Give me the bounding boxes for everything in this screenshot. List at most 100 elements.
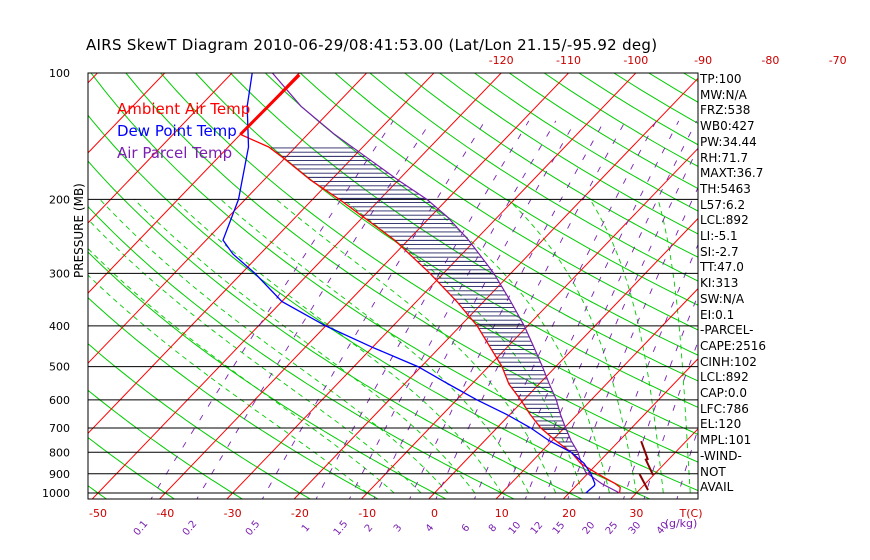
index-line: TH:5463 bbox=[700, 181, 751, 196]
dry-adiabat-line bbox=[160, 73, 698, 435]
moist-adiabat-line bbox=[220, 199, 530, 494]
mixing-ratio-tick: 0.1 bbox=[132, 519, 151, 538]
series-layer bbox=[222, 73, 654, 494]
index-line: CINH:102 bbox=[700, 354, 757, 369]
mixing-ratio-tick: 2 bbox=[363, 522, 376, 534]
legend-ambient-air-temp: Ambient Air Temp bbox=[117, 100, 251, 118]
index-line: EL:120 bbox=[700, 417, 742, 432]
mixing-ratio-tick: 12 bbox=[529, 520, 546, 537]
series-ambient-air-temp bbox=[239, 73, 621, 494]
moist-adiabat-line bbox=[507, 199, 637, 494]
isotherm-line bbox=[88, 73, 368, 364]
temp-tick-bottom: 10 bbox=[495, 507, 509, 520]
dry-adiabat-line bbox=[88, 343, 312, 499]
isotherm-line bbox=[88, 73, 233, 224]
isotherm-line bbox=[428, 217, 698, 499]
chart-title: AIRS SkewT Diagram 2010-06-29/08:41:53.0… bbox=[86, 36, 658, 54]
dry-adiabat-line bbox=[369, 73, 698, 282]
pressure-tick-label: 600 bbox=[49, 394, 70, 407]
mixing-ratio-tick: 1.5 bbox=[332, 519, 351, 538]
temp-tick-bottom: -30 bbox=[224, 507, 242, 520]
pressure-tick-label: 900 bbox=[49, 468, 70, 481]
mixing-ratio-unit-label: (g/kg) bbox=[665, 517, 698, 530]
dry-adiabat-line bbox=[230, 73, 698, 382]
isotherm-line bbox=[0, 64, 39, 502]
index-line: SI:-2.7 bbox=[700, 244, 739, 259]
dry-adiabat-line bbox=[88, 160, 584, 499]
moist-adiabat-line bbox=[88, 274, 368, 494]
moist-adiabat-line bbox=[99, 199, 449, 494]
mixing-ratio-tick: 30 bbox=[627, 520, 644, 537]
pressure-tick-label: 100 bbox=[49, 67, 70, 80]
index-line: TP:100 bbox=[700, 72, 742, 86]
mixing-ratio-tick: 3 bbox=[392, 522, 405, 534]
mixing-ratio-line bbox=[373, 120, 576, 499]
index-line: MAXT:36.7 bbox=[700, 166, 764, 181]
isotherm-line bbox=[495, 287, 698, 499]
index-line: MPL:101 bbox=[700, 433, 752, 448]
index-line: LCL:892 bbox=[700, 213, 749, 228]
legend-dew-point-temp: Dew Point Temp bbox=[117, 122, 237, 140]
temp-tick-bottom: -40 bbox=[156, 507, 174, 520]
index-line: LFC:786 bbox=[700, 401, 749, 416]
isotherm-line bbox=[226, 73, 637, 499]
mixing-ratio-tick: 15 bbox=[551, 520, 568, 537]
index-line: LCL:892 bbox=[700, 370, 749, 385]
y-axis-label: PRESSURE (MB) bbox=[72, 183, 86, 278]
isotherm-line bbox=[88, 73, 435, 435]
index-line: MW:N/A bbox=[700, 87, 747, 102]
series-dew-point-temp bbox=[222, 73, 596, 494]
grid-layer bbox=[0, 64, 870, 502]
moist-adiabat-line bbox=[342, 199, 584, 494]
mixing-ratio-tick: 8 bbox=[487, 522, 500, 534]
isotherm-line bbox=[762, 64, 870, 502]
index-line: -PARCEL- bbox=[700, 323, 754, 338]
pressure-tick-label: 300 bbox=[49, 267, 70, 280]
isotherm-line bbox=[830, 64, 870, 502]
dry-adiabat-line bbox=[88, 389, 244, 499]
wind-barb bbox=[640, 440, 649, 461]
dry-adiabat-line bbox=[88, 205, 516, 499]
index-line: SW:N/A bbox=[700, 291, 745, 306]
mixing-ratio-line bbox=[567, 186, 698, 499]
index-line: LI:-5.1 bbox=[700, 229, 738, 243]
pressure-tick-label: 500 bbox=[49, 361, 70, 374]
moist-adiabat-line bbox=[421, 199, 610, 494]
dry-adiabat-line bbox=[439, 73, 698, 235]
dry-adiabat-line bbox=[474, 73, 698, 212]
index-line: CAP:0.0 bbox=[700, 386, 747, 400]
mixing-ratio-tick: 6 bbox=[460, 522, 473, 534]
tropopause-marker bbox=[239, 73, 301, 136]
mixing-ratio-line bbox=[598, 243, 698, 499]
index-line: CAPE:2516 bbox=[700, 338, 766, 353]
index-line: TT:47.0 bbox=[700, 260, 744, 275]
temp-tick-top: -120 bbox=[489, 54, 514, 67]
index-line: L57:6.2 bbox=[700, 197, 746, 212]
mixing-ratio-line bbox=[150, 120, 394, 499]
pressure-tick-label: 200 bbox=[49, 193, 70, 206]
mixing-ratio-tick: 10 bbox=[507, 520, 524, 537]
mixing-ratio-tick: 4 bbox=[424, 522, 437, 534]
temp-tick-bottom: -20 bbox=[291, 507, 309, 520]
series-air-parcel-temp bbox=[271, 73, 620, 494]
mixing-ratio-line bbox=[409, 120, 605, 499]
mixing-ratio-tick: 1 bbox=[300, 522, 313, 534]
mixing-ratio-line bbox=[502, 120, 680, 499]
mixing-ratio-line bbox=[261, 120, 486, 499]
isotherm-line bbox=[293, 77, 698, 499]
dry-adiabat-line bbox=[0, 73, 42, 502]
dry-adiabat-line bbox=[195, 73, 698, 408]
mixing-ratio-tick: 0.5 bbox=[244, 519, 263, 538]
index-line: RH:71.7 bbox=[700, 150, 749, 165]
temp-tick-top: -110 bbox=[556, 54, 581, 67]
index-line: PW:34.44 bbox=[700, 134, 757, 149]
index-line: WB0:427 bbox=[700, 119, 755, 134]
temp-tick-bottom: 30 bbox=[629, 507, 643, 520]
pressure-tick-label: 800 bbox=[49, 446, 70, 459]
isotherm-line bbox=[88, 73, 300, 294]
pressure-tick-label: 400 bbox=[49, 320, 70, 333]
temp-tick-top: -90 bbox=[694, 54, 712, 67]
temp-tick-bottom: -50 bbox=[89, 507, 107, 520]
dry-adiabat-line bbox=[648, 73, 698, 103]
